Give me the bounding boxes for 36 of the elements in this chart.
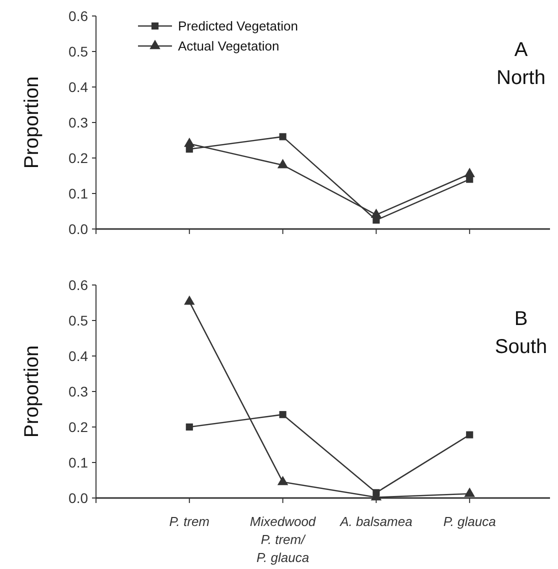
point: [464, 488, 475, 497]
point: [279, 411, 286, 418]
text: North: [496, 67, 546, 89]
y-tick-label: 0.6: [68, 276, 88, 293]
point: [466, 431, 474, 438]
y-tick-label: 0.4: [68, 348, 88, 364]
point: [277, 476, 288, 486]
y-tick-label: 0.3: [68, 383, 88, 400]
y-tick-label: 0.2: [68, 150, 88, 166]
text: B: [514, 308, 528, 330]
y-tick-label: 0.5: [68, 43, 88, 60]
legend-label: Actual Vegetation: [178, 38, 280, 54]
y-tick-label: 0.4: [68, 78, 88, 95]
y-tick-label: 0.0: [68, 220, 88, 237]
y-axis-title: Proportion: [21, 76, 43, 169]
x-tick-label: P. trem: [169, 514, 210, 529]
y-tick-label: 0.6: [68, 8, 88, 24]
y-tick-label: 0.5: [68, 312, 88, 328]
x-tick-label: Mixedwood P. trem/ P. glauca: [250, 514, 316, 565]
x-tick-label: P. glauca: [443, 514, 496, 529]
point: [277, 158, 288, 168]
point: [370, 208, 382, 218]
point: [464, 168, 475, 178]
y-axis-title: Proportion: [21, 345, 43, 438]
y-tick-label: 0.1: [68, 185, 88, 202]
x-tick-label: A. balsamea: [339, 514, 412, 529]
y-tick-label: 0.1: [68, 454, 88, 470]
text: A: [514, 39, 528, 61]
y-tick-label: 0.0: [68, 490, 88, 506]
point: [279, 133, 286, 140]
text: South: [494, 336, 548, 358]
point: [186, 423, 193, 431]
y-tick-label: 0.3: [68, 114, 88, 130]
point: [184, 138, 195, 147]
y-tick-label: 0.2: [68, 418, 88, 435]
legend-label: Predicted Vegetation: [178, 18, 298, 34]
